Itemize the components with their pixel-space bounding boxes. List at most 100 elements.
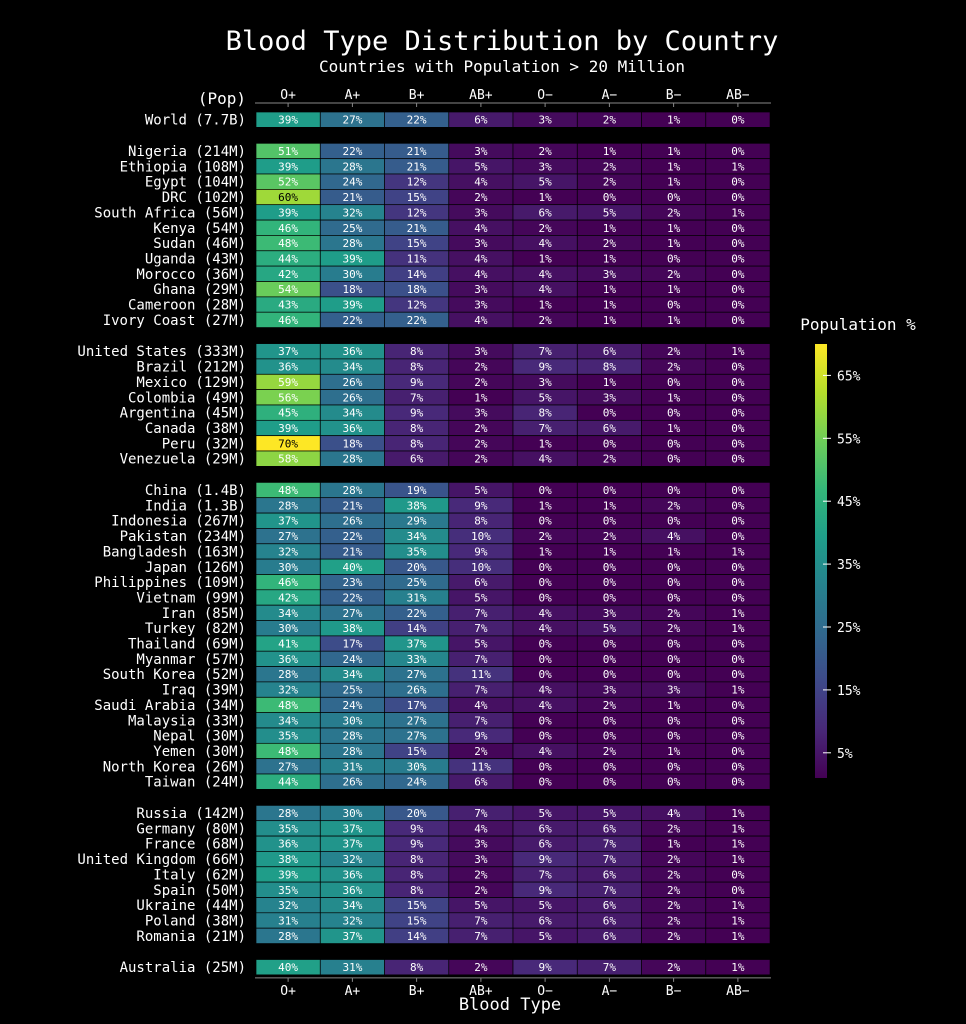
table-row: Australia (25M) 40% 31% 8% 2% 9% 7% 2% 1% [120, 959, 771, 976]
row-label: South Africa (56M) [94, 205, 246, 221]
cell-value-label: 2% [603, 745, 617, 758]
cell-value-label: 2% [603, 160, 617, 173]
row-label: China (1.4B) [145, 483, 246, 499]
cell-value-label: 2% [474, 868, 488, 881]
cell-value-label: 2% [667, 206, 681, 219]
table-row: United States (333M) 37% 36% 8% 3% 7% 6% 2% 1% [77, 343, 771, 360]
cell-value-label: 36% [342, 868, 362, 881]
cell-value-label: 12% [407, 299, 427, 312]
cell-value-label: 0% [538, 592, 552, 605]
cell-value-label: 11% [471, 760, 491, 773]
cell-value-label: 2% [474, 745, 488, 758]
cell-value-label: 9% [538, 884, 552, 897]
cell-value-label: 1% [731, 853, 745, 866]
row-label: Cameroon (28M) [128, 298, 246, 314]
cell-value-label: 14% [407, 930, 427, 943]
cell-value-label: 31% [342, 961, 362, 974]
cell-value-label: 12% [407, 176, 427, 189]
colorbar-tick-label: 5% [837, 747, 853, 762]
cell-value-label: 1% [731, 822, 745, 835]
cell-value-label: 3% [474, 283, 488, 296]
cell-value-label: 7% [474, 653, 488, 666]
cell-value-label: 0% [603, 576, 617, 589]
cell-value-label: 25% [342, 684, 362, 697]
cell-value-label: 1% [667, 160, 681, 173]
cell-value-label: 3% [538, 160, 552, 173]
cell-value-label: 0% [538, 668, 552, 681]
row-label: Poland (38M) [145, 914, 246, 930]
cell-value-label: 0% [667, 437, 681, 450]
column-footer: AB+ [469, 984, 493, 999]
row-label: Peru (32M) [162, 436, 246, 452]
table-row: Indonesia (267M) 37% 26% 29% 8% 0% 0% 0% 0% [111, 512, 771, 530]
cell-value-label: 26% [342, 391, 362, 404]
cell-value-label: 5% [474, 899, 488, 912]
cell-value-label: 4% [538, 283, 552, 296]
cell-value-label: 1% [603, 376, 617, 389]
cell-value-label: 1% [667, 545, 681, 558]
table-row: Canada (38M) 39% 36% 8% 2% 7% 6% 1% 0% [145, 419, 771, 437]
cell-value-label: 5% [603, 807, 617, 820]
cell-value-label: 0% [667, 515, 681, 528]
cell-value-label: 1% [538, 499, 552, 512]
row-label: Malaysia (33M) [128, 713, 246, 729]
cell-value-label: 7% [474, 684, 488, 697]
cell-value-label: 52% [278, 176, 298, 189]
cell-value-label: 36% [342, 422, 362, 435]
cell-value-label: 34% [342, 899, 362, 912]
cell-value-label: 28% [342, 237, 362, 250]
cell-value-label: 0% [731, 314, 745, 327]
cell-value-label: 2% [603, 699, 617, 712]
column-footer: AB− [726, 984, 750, 999]
cell-value-label: 37% [342, 838, 362, 851]
row-label: Romania (21M) [136, 929, 246, 945]
cell-value-label: 1% [731, 930, 745, 943]
cell-value-label: 1% [667, 422, 681, 435]
cell-value-label: 0% [667, 484, 681, 497]
cell-value-label: 9% [474, 545, 488, 558]
cell-value-label: 0% [603, 407, 617, 420]
table-row: Argentina (45M) 45% 34% 9% 3% 8% 0% 0% 0% [120, 404, 771, 422]
chart-subtitle: Countries with Population > 20 Million [319, 57, 685, 76]
cell-value-label: 0% [667, 376, 681, 389]
cell-value-label: 30% [342, 714, 362, 727]
cell-value-label: 1% [603, 253, 617, 266]
cell-value-label: 2% [474, 453, 488, 466]
cell-value-label: 42% [278, 592, 298, 605]
table-row: Mexico (129M) 59% 26% 9% 2% 3% 1% 0% 0% [136, 373, 771, 391]
cell-value-label: 12% [407, 206, 427, 219]
cell-value-label: 2% [474, 376, 488, 389]
row-label: DRC (102M) [162, 190, 246, 206]
cell-value-label: 21% [342, 545, 362, 558]
cell-value-label: 46% [278, 576, 298, 589]
column-footer: A+ [345, 984, 361, 999]
colorbar-tick-label: 45% [837, 495, 861, 510]
cell-value-label: 1% [731, 622, 745, 635]
cell-value-label: 1% [731, 160, 745, 173]
cell-value-label: 0% [731, 237, 745, 250]
cell-value-label: 2% [474, 422, 488, 435]
table-row: Cameroon (28M) 43% 39% 12% 3% 1% 1% 0% 0% [128, 296, 771, 314]
cell-value-label: 4% [667, 807, 681, 820]
cell-value-label: 0% [603, 714, 617, 727]
cell-value-label: 14% [407, 622, 427, 635]
cell-value-label: 0% [667, 668, 681, 681]
cell-value-label: 8% [410, 422, 424, 435]
cell-value-label: 1% [731, 607, 745, 620]
cell-value-label: 1% [731, 206, 745, 219]
cell-value-label: 36% [342, 345, 362, 358]
cell-value-label: 9% [474, 499, 488, 512]
cell-value-label: 7% [538, 422, 552, 435]
cell-value-label: 5% [538, 176, 552, 189]
cell-value-label: 20% [407, 807, 427, 820]
row-label: Yemen (30M) [153, 744, 246, 760]
cell-value-label: 3% [474, 299, 488, 312]
cell-value-label: 4% [474, 253, 488, 266]
cell-value-label: 43% [278, 299, 298, 312]
cell-value-label: 0% [731, 176, 745, 189]
cell-value-label: 1% [603, 283, 617, 296]
cell-value-label: 7% [603, 961, 617, 974]
cell-value-label: 2% [603, 453, 617, 466]
cell-value-label: 0% [731, 638, 745, 651]
cell-value-label: 1% [731, 345, 745, 358]
